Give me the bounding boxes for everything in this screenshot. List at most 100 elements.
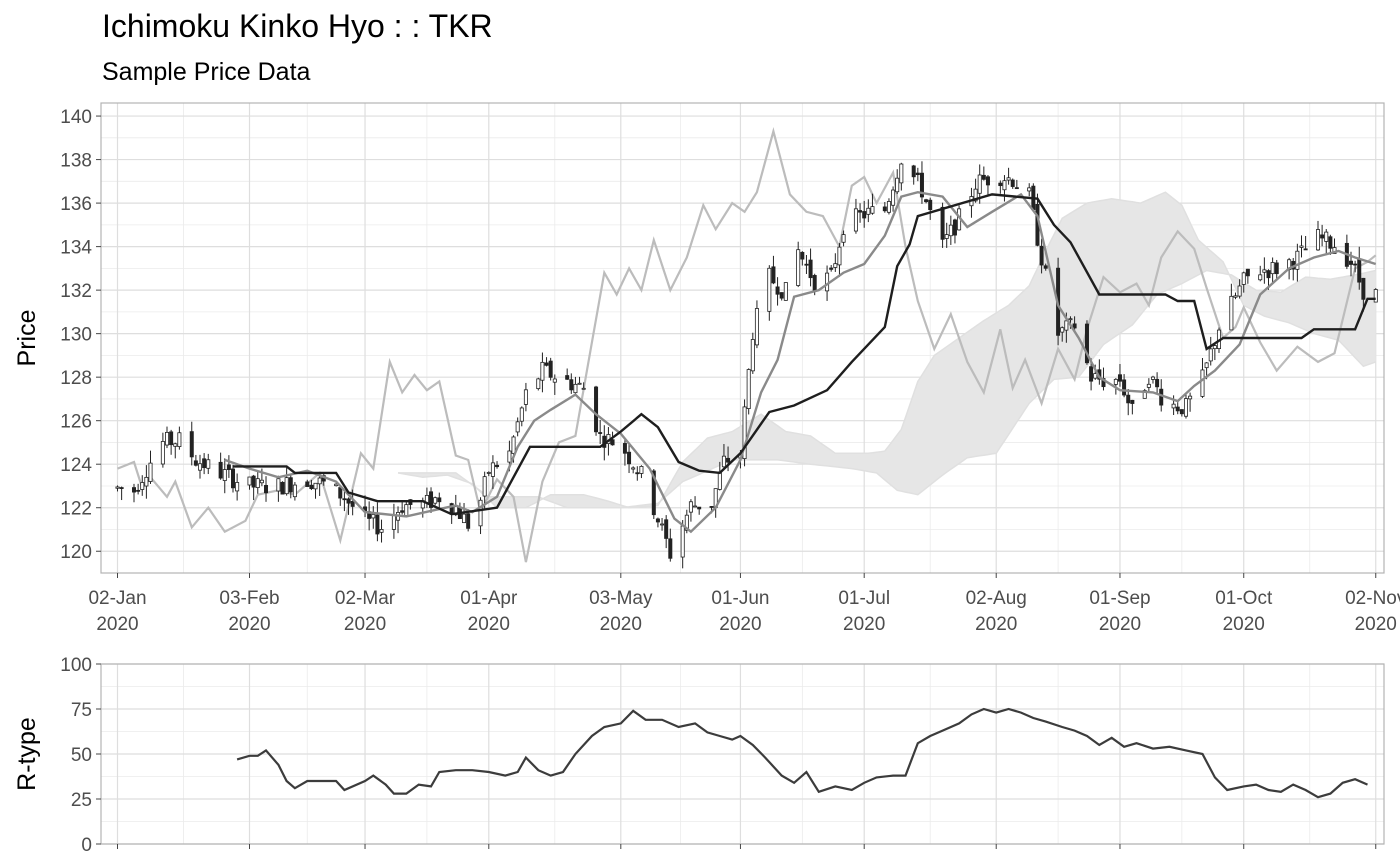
candle-body: [231, 468, 236, 489]
candle-body: [924, 199, 929, 203]
candle-body: [486, 472, 491, 474]
candle-body: [1200, 369, 1205, 397]
candle-body: [919, 172, 924, 198]
candle-body: [313, 482, 318, 490]
candle-body: [688, 501, 693, 513]
x-tick-label-year: 2020: [1355, 614, 1397, 635]
candle-body: [655, 518, 660, 523]
candle-body: [1002, 180, 1007, 191]
candle-body: [1299, 245, 1304, 248]
candle-body: [523, 389, 528, 405]
price-y-tick-label: 138: [60, 151, 92, 172]
candle-body: [276, 478, 281, 492]
candle-body: [1320, 234, 1325, 239]
rtype-y-tick-label: 50: [71, 745, 92, 766]
x-tick-label: 01-Sep: [1089, 588, 1150, 609]
candle-body: [998, 182, 1003, 187]
candle-body: [255, 478, 260, 488]
candle-body: [1328, 236, 1333, 249]
x-tick-label-year: 2020: [228, 614, 270, 635]
candle-body: [490, 462, 495, 477]
candle-body: [746, 369, 751, 409]
candle-body: [495, 464, 500, 468]
candle-body: [569, 379, 574, 391]
candle-body: [639, 466, 644, 474]
rtype-y-axis-title: R-type: [13, 717, 41, 791]
price-y-tick-label: 132: [60, 281, 92, 302]
candle-body: [1258, 274, 1263, 281]
candle-body: [515, 421, 520, 433]
chart-subtitle: Sample Price Data: [102, 58, 311, 86]
candle-body: [511, 436, 516, 454]
candle-body: [1155, 378, 1160, 388]
candle-body: [1130, 399, 1135, 404]
candle-body: [853, 208, 858, 232]
candle-body: [1084, 323, 1089, 364]
candle-body: [911, 165, 916, 178]
candle-body: [622, 443, 627, 454]
candle-body: [598, 432, 603, 434]
candle-body: [1245, 268, 1250, 277]
candle-body: [1266, 270, 1271, 279]
candle-body: [833, 263, 838, 268]
candle-body: [222, 469, 227, 481]
candle-body: [482, 476, 487, 497]
candle-body: [1006, 177, 1011, 181]
candle-body: [536, 378, 541, 390]
x-tick-label: 02-Jan: [88, 588, 146, 609]
candle-body: [247, 476, 252, 486]
price-panel-border: [100, 102, 1385, 574]
candle-body: [697, 506, 702, 510]
candle-body: [1324, 231, 1329, 242]
candle-body: [651, 470, 656, 516]
price-y-tick-label: 130: [60, 325, 92, 346]
candle-body: [668, 538, 673, 559]
candle-body: [342, 498, 347, 501]
x-tick-label-year: 2020: [600, 614, 642, 635]
rtype-panel: 0 25 50 75 100 R-type: [13, 655, 1385, 856]
candle-body: [317, 477, 322, 485]
rtype-y-tick-label: 75: [71, 700, 92, 721]
candle-body: [346, 498, 351, 504]
x-tick-label: 03-May: [589, 588, 653, 609]
candle-body: [858, 210, 863, 213]
candle-body: [981, 174, 986, 180]
candle-body: [948, 224, 953, 237]
candle-body: [1262, 269, 1267, 273]
candle-body: [977, 174, 982, 194]
candle-body: [280, 481, 285, 495]
candle-body: [1039, 245, 1044, 266]
candle-body: [507, 450, 512, 463]
candle-body: [870, 206, 875, 214]
candle-body: [259, 479, 264, 484]
candle-body: [305, 481, 310, 487]
candle-body: [1072, 323, 1077, 329]
candle-body: [548, 360, 553, 378]
candle-body: [767, 267, 772, 312]
candle-body: [519, 407, 524, 422]
candle-body: [726, 457, 731, 463]
price-y-tick-label: 134: [60, 238, 92, 259]
candle-body: [693, 505, 698, 508]
candle-body: [1010, 179, 1015, 187]
candle-body: [775, 286, 780, 295]
candle-body: [140, 482, 145, 490]
candle-body: [635, 472, 640, 475]
chikou-span-line: [117, 127, 1377, 563]
candle-body: [404, 504, 409, 516]
x-tick-label-year: 2020: [468, 614, 510, 635]
candle-body: [837, 246, 842, 266]
senkou-a-line: [397, 191, 1376, 509]
candle-body: [552, 378, 557, 383]
candle-body: [1229, 295, 1234, 331]
candle-body: [825, 272, 830, 292]
candle-body: [193, 460, 198, 466]
candle-body: [1241, 272, 1246, 285]
kijun-sen-line: [233, 193, 1376, 516]
candle-body: [437, 497, 442, 503]
x-tick-label: 01-Jul: [838, 588, 890, 609]
candle-body: [379, 529, 384, 533]
senkou-b-line: [398, 269, 1376, 509]
candle-body: [1126, 394, 1131, 404]
